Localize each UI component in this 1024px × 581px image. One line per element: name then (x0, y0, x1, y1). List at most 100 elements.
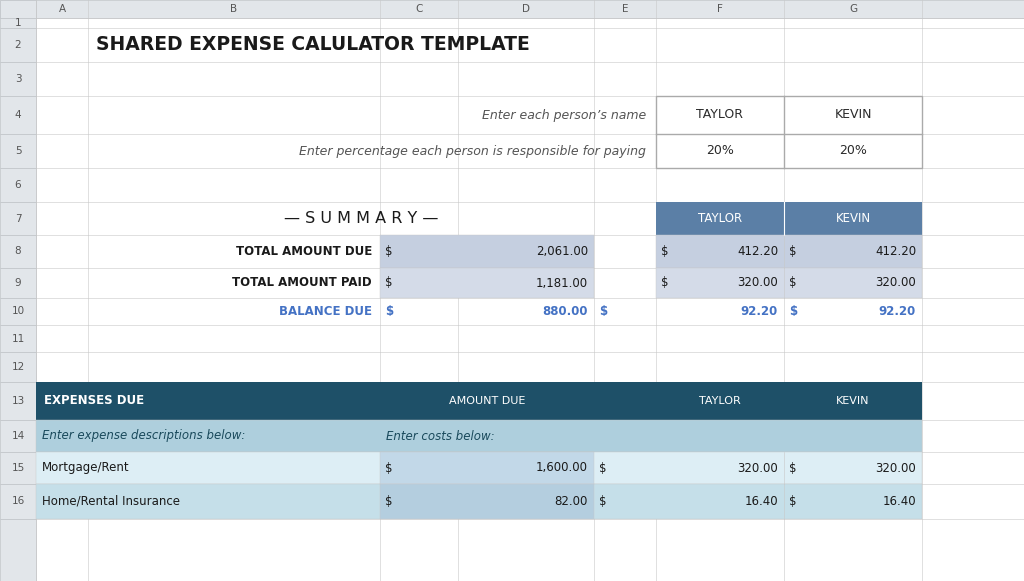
Text: $: $ (790, 277, 797, 289)
Text: 320.00: 320.00 (737, 461, 778, 475)
Text: 2: 2 (14, 40, 22, 50)
Text: $: $ (662, 245, 669, 258)
Text: TAYLOR: TAYLOR (699, 396, 741, 406)
Text: $: $ (599, 461, 606, 475)
Text: 82.00: 82.00 (555, 495, 588, 508)
Bar (0, 519, 36, 581)
Text: SHARED EXPENSE CALULATOR TEMPLATE: SHARED EXPENSE CALULATOR TEMPLATE (96, 35, 529, 55)
Text: $: $ (385, 245, 392, 258)
Text: 6: 6 (14, 180, 22, 190)
Text: AMOUNT DUE: AMOUNT DUE (449, 396, 525, 406)
Bar (656, 202, 922, 235)
Bar (36, 452, 922, 484)
Text: $: $ (385, 461, 392, 475)
Bar (0, 168, 36, 202)
Text: 92.20: 92.20 (879, 305, 916, 318)
Text: A: A (58, 4, 66, 14)
Bar (380, 268, 594, 298)
Text: Enter costs below:: Enter costs below: (386, 429, 495, 443)
Text: 1,181.00: 1,181.00 (536, 277, 588, 289)
Text: KEVIN: KEVIN (836, 212, 870, 225)
Bar (380, 484, 594, 519)
Text: G: G (849, 4, 857, 14)
Text: Home/Rental Insurance: Home/Rental Insurance (42, 495, 180, 508)
Bar (656, 96, 922, 168)
Bar (0, 202, 36, 235)
Text: Enter expense descriptions below:: Enter expense descriptions below: (42, 429, 246, 443)
Text: 5: 5 (14, 146, 22, 156)
Bar (0, 0, 36, 18)
Text: 3: 3 (14, 74, 22, 84)
Bar (656, 235, 922, 268)
Text: $: $ (790, 495, 797, 508)
Text: 92.20: 92.20 (740, 305, 778, 318)
Bar (36, 382, 922, 420)
Text: 320.00: 320.00 (737, 277, 778, 289)
Bar (656, 268, 922, 298)
Bar (0, 62, 36, 96)
Bar (0, 268, 36, 298)
Bar (0, 96, 36, 134)
Text: $: $ (790, 305, 797, 318)
Text: $: $ (385, 495, 392, 508)
Text: 1,600.00: 1,600.00 (536, 461, 588, 475)
Text: 880.00: 880.00 (543, 305, 588, 318)
Bar (0, 134, 36, 168)
Text: KEVIN: KEVIN (835, 109, 871, 121)
Text: TAYLOR: TAYLOR (696, 109, 743, 121)
Text: 16.40: 16.40 (883, 495, 916, 508)
Bar (0, 325, 36, 352)
Text: TOTAL AMOUNT PAID: TOTAL AMOUNT PAID (232, 277, 372, 289)
Text: 11: 11 (11, 333, 25, 343)
Text: $: $ (385, 305, 393, 318)
Bar (0, 298, 36, 325)
Text: 15: 15 (11, 463, 25, 473)
Text: D: D (522, 4, 530, 14)
Text: 10: 10 (11, 307, 25, 317)
Text: $: $ (790, 245, 797, 258)
Bar (380, 452, 594, 484)
Text: F: F (717, 4, 723, 14)
Text: BALANCE DUE: BALANCE DUE (279, 305, 372, 318)
Bar (0, 382, 36, 420)
Text: E: E (622, 4, 629, 14)
Bar (0, 18, 36, 28)
Text: 7: 7 (14, 213, 22, 224)
Text: B: B (230, 4, 238, 14)
Text: 12: 12 (11, 362, 25, 372)
Text: 14: 14 (11, 431, 25, 441)
Text: $: $ (662, 277, 669, 289)
Text: $: $ (599, 495, 606, 508)
Text: TAYLOR: TAYLOR (698, 212, 742, 225)
Text: $: $ (385, 277, 392, 289)
Text: TOTAL AMOUNT DUE: TOTAL AMOUNT DUE (236, 245, 372, 258)
Text: 20%: 20% (839, 145, 867, 157)
Text: 8: 8 (14, 246, 22, 256)
Bar (0, 235, 36, 268)
Bar (0, 452, 36, 484)
Bar (380, 235, 594, 268)
Bar (0, 28, 36, 62)
Text: 1: 1 (14, 18, 22, 28)
Text: 320.00: 320.00 (876, 461, 916, 475)
Text: Enter percentage each person is responsible for paying: Enter percentage each person is responsi… (299, 145, 646, 157)
Bar (0, 484, 36, 519)
Text: KEVIN: KEVIN (837, 396, 869, 406)
Text: $: $ (599, 305, 607, 318)
Text: 320.00: 320.00 (876, 277, 916, 289)
Text: 16: 16 (11, 497, 25, 507)
Text: 13: 13 (11, 396, 25, 406)
Text: — S U M M A R Y —: — S U M M A R Y — (284, 211, 438, 226)
Text: 412.20: 412.20 (737, 245, 778, 258)
Bar (0, 352, 36, 382)
Text: EXPENSES DUE: EXPENSES DUE (44, 394, 144, 407)
Text: $: $ (790, 461, 797, 475)
Text: 412.20: 412.20 (874, 245, 916, 258)
Text: Enter each person’s name: Enter each person’s name (481, 109, 646, 121)
Text: Mortgage/Rent: Mortgage/Rent (42, 461, 130, 475)
Bar (36, 420, 922, 452)
Text: 2,061.00: 2,061.00 (536, 245, 588, 258)
Bar (0, 0, 1024, 18)
Text: 4: 4 (14, 110, 22, 120)
Text: 20%: 20% (707, 145, 734, 157)
